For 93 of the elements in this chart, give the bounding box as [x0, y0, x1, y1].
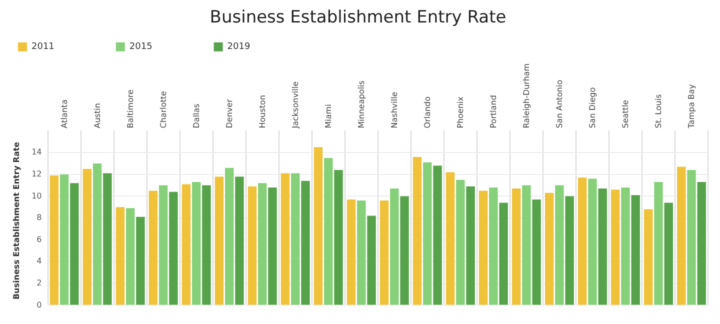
bar	[116, 207, 125, 305]
bar	[192, 182, 201, 305]
bar	[60, 174, 69, 305]
bar	[522, 185, 531, 305]
bar	[148, 190, 158, 305]
bar	[324, 158, 333, 305]
x-tick-label: Tampa Bay	[686, 84, 696, 130]
bar	[334, 170, 343, 305]
bar	[357, 200, 366, 305]
bar	[380, 200, 389, 305]
bar	[70, 183, 79, 305]
x-tick-label: Baltimore	[126, 89, 135, 128]
bar	[664, 202, 673, 305]
y-tick-label: 14	[32, 148, 42, 157]
x-tick-label: Seattle	[620, 100, 630, 128]
x-tick-label: Denver	[224, 98, 234, 128]
bar	[499, 202, 508, 305]
bar	[644, 209, 653, 305]
legend-label: 2011	[32, 42, 106, 52]
x-tick-label: Nashville	[390, 92, 399, 128]
bar	[390, 188, 399, 305]
bar	[158, 185, 168, 305]
x-tick-label: Minneapolis	[356, 80, 366, 128]
y-tick-label: 8	[36, 213, 42, 222]
bar	[610, 190, 620, 305]
y-tick-label: 12	[32, 169, 42, 178]
x-tick-label: Charlotte	[158, 90, 168, 128]
legend-label: 2015	[129, 42, 204, 52]
bar	[654, 182, 663, 305]
bar	[489, 187, 498, 305]
x-tick-label: Dallas	[192, 104, 201, 128]
x-tick-label: Atlanta	[60, 99, 69, 128]
bar	[621, 187, 630, 305]
bar	[214, 176, 224, 305]
y-axis-title: Business Establishment Entry Rate	[12, 141, 21, 300]
bar	[697, 182, 706, 305]
bar	[224, 168, 234, 305]
bar	[687, 170, 696, 305]
y-tick-label: 4	[36, 256, 42, 266]
bar	[367, 216, 376, 305]
x-tick-label: Austin	[92, 103, 102, 128]
bar	[578, 178, 587, 305]
bar	[598, 188, 607, 305]
x-tick-label: Phoenix	[456, 96, 465, 128]
bar	[92, 163, 102, 305]
bar	[202, 185, 211, 305]
bar	[280, 173, 290, 305]
bar	[433, 166, 442, 305]
y-tick-label: 6	[36, 234, 42, 244]
bar	[182, 184, 191, 305]
bar	[291, 173, 300, 305]
chart-title: Business Establishment Entry Rate	[210, 8, 506, 28]
x-tick-label: Raleigh-Durham	[522, 63, 531, 128]
bar	[268, 187, 277, 305]
bar	[400, 196, 409, 305]
bar	[301, 180, 310, 305]
bar	[478, 190, 488, 305]
x-tick-label: Houston	[258, 94, 267, 128]
x-tick-label: Orlando	[422, 96, 432, 128]
bar	[50, 175, 59, 305]
bar	[136, 216, 145, 305]
bar	[544, 192, 554, 305]
bar	[248, 186, 257, 305]
bar	[169, 192, 178, 305]
bar	[677, 166, 686, 305]
bar	[466, 186, 475, 305]
bar	[235, 176, 244, 305]
bar	[588, 178, 597, 305]
bar	[258, 183, 267, 305]
x-tick-label: Miami	[324, 104, 333, 128]
y-tick-label: 0	[36, 300, 42, 310]
bar	[565, 196, 574, 305]
bar	[446, 172, 455, 305]
x-tick-label: Portland	[488, 95, 498, 128]
bar	[512, 188, 521, 305]
legend-label: 2019	[227, 42, 302, 52]
bar	[412, 156, 422, 305]
bar	[423, 162, 432, 305]
bar	[631, 195, 640, 305]
bar	[314, 147, 323, 305]
bar	[532, 199, 541, 305]
x-tick-label: Jacksonville	[290, 81, 300, 130]
x-tick-label: St. Louis	[654, 94, 663, 128]
x-tick-label: San Antonio	[554, 80, 564, 128]
bar	[346, 199, 356, 305]
bar	[82, 168, 92, 305]
y-tick-label: 10	[32, 191, 42, 200]
bar	[103, 173, 112, 305]
y-tick-label: 2	[36, 278, 42, 288]
bar	[456, 180, 465, 305]
x-tick-label: San Diego	[588, 87, 597, 128]
bar	[555, 185, 564, 305]
bar	[126, 208, 135, 305]
